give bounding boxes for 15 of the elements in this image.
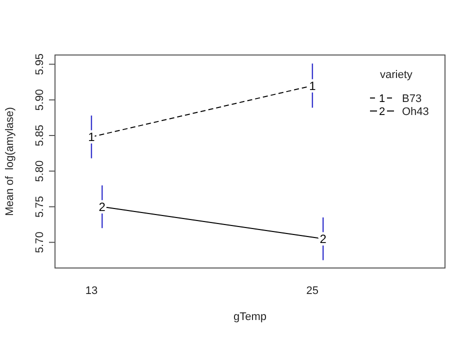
x-axis-title: gTemp xyxy=(233,311,267,323)
y-axis-title: Mean of log(amylase) xyxy=(4,107,16,216)
y-tick-label: 5.95 xyxy=(34,54,46,75)
legend-label: Oh43 xyxy=(402,106,429,118)
y-tick-label: 5.70 xyxy=(34,232,46,254)
x-tick-label: 25 xyxy=(306,285,319,297)
y-tick-label: 5.75 xyxy=(34,196,46,218)
text: 2 xyxy=(378,106,386,118)
text: 1 xyxy=(378,92,386,105)
y-tick-label: 5.80 xyxy=(34,160,46,182)
legend-title: variety xyxy=(380,69,413,81)
legend-label: B73 xyxy=(402,92,422,105)
y-tick-label: 5.90 xyxy=(34,89,46,111)
y-tick-label: 5.85 xyxy=(34,124,46,146)
x-tick-label: 13 xyxy=(85,285,98,297)
